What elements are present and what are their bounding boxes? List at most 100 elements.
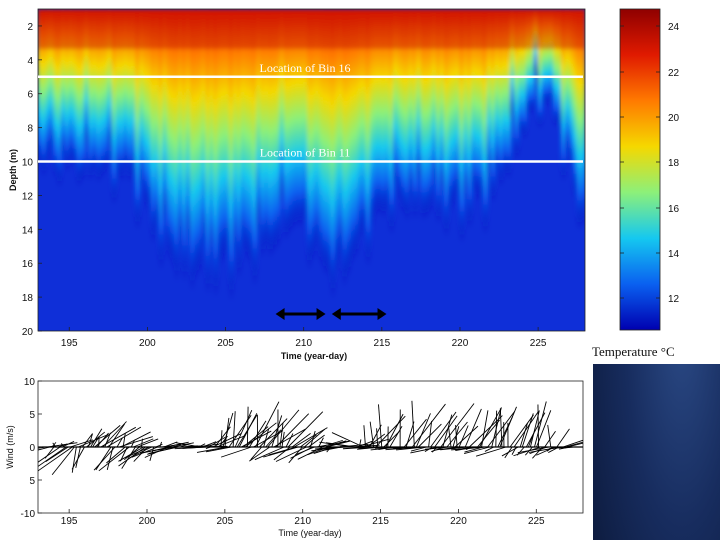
heatmap-column [490,9,496,204]
heatmap-column [60,9,66,159]
wind-vector [232,411,236,448]
heatmap-column [111,9,117,206]
wind-vector [38,446,61,463]
wind-vector [475,446,507,457]
wind-vector [249,446,271,462]
wind-vector [295,446,315,456]
heatmap-column [353,9,359,259]
wind-vector [513,410,539,448]
wind-vector [250,446,262,461]
heatmap-column [197,9,203,275]
wind-vector [220,430,223,448]
wind-x-axis-label: Time (year-day) [278,528,341,538]
colorbar-tick-label: 18 [668,158,680,169]
heatmap-column [49,9,55,149]
wind-vector [254,446,285,461]
heatmap-column [127,9,133,184]
heatmap-column [365,9,371,268]
heatmap-column [502,9,508,175]
heatmap-column [224,9,231,258]
heatmap-column [240,9,246,252]
heatmap-column [107,9,113,151]
wind-vector [363,425,366,448]
wind-vector [78,434,109,448]
wind-vector [519,423,528,448]
heatmap-column [252,9,258,287]
wind-vector [375,446,409,450]
heatmap-column [154,9,160,231]
heatmap-column [283,9,289,242]
heatmap-column [189,9,195,292]
wind-vector [361,438,390,448]
heatmap-column [420,9,426,222]
heatmap-column [256,9,262,232]
heatmap-column [123,9,129,171]
colorbar-tick-label: 12 [668,294,680,305]
wind-vector [246,406,249,448]
heatmap-y-tick-label: 14 [22,225,34,236]
wind-vector [174,446,207,450]
heatmap-column [568,9,574,170]
heatmap-column [498,9,504,188]
heatmap-column [181,9,188,283]
heatmap-y-tick-label: 4 [27,56,33,67]
heatmap-column [213,9,219,298]
heatmap-column [424,9,430,221]
heatmap-column [412,9,418,221]
wind-vector [90,428,103,448]
wind-vector [537,404,540,448]
heatmap-column [267,9,274,260]
heatmap-column [92,9,98,173]
heatmap-column [279,9,285,205]
wind-vector [121,446,136,469]
heatmap-column [68,9,74,161]
heatmap-column [138,9,145,188]
wind-vector [222,412,234,448]
wind-vector [451,446,486,451]
wind-vector [415,413,431,448]
wind-vector [534,401,547,448]
heatmap-column [326,9,332,279]
wind-vector [106,446,126,464]
wind-vector [180,444,188,448]
heatmap-column [451,9,457,207]
heatmap-column [549,9,555,102]
heatmap-column [170,9,176,268]
heatmap-column [471,9,477,194]
wind-vector [275,413,310,448]
heatmap-column [38,9,43,167]
heatmap-frame [37,8,586,332]
heatmap-column [342,9,348,288]
surface-band [38,9,585,49]
heatmap-column [76,9,82,188]
colorbar-tick-label: 24 [668,22,680,33]
wind-vector [562,439,583,448]
wind-y-tick-label: 5 [29,476,35,487]
colorbar-tick-label: 20 [668,113,680,124]
wind-vector [281,431,285,448]
wind-vector [61,441,75,448]
heatmap-column [119,9,125,183]
heatmap-y-tick-label: 18 [22,293,34,304]
wind-vector [464,446,490,455]
wind-vector [130,439,136,448]
wind-vector [263,428,270,448]
wind-vector [234,410,253,448]
heatmap-column [537,9,543,130]
heatmap-column [373,9,379,217]
wind-vector [255,401,280,448]
heatmap-column [131,9,137,176]
wind-vector [108,423,125,448]
heatmap-column [248,9,254,267]
heatmap-column [463,9,469,201]
wind-vector [458,425,469,448]
wind-x-tick-label: 210 [294,516,311,527]
wind-vector [440,446,468,451]
heatmap-column [322,9,328,277]
wind-vector [70,439,93,448]
heatmap-y-tick-label: 20 [22,327,34,338]
wind-x-tick-label: 205 [217,516,234,527]
heatmap-column [80,9,86,183]
wind-vector [189,446,191,448]
heatmap-column [142,9,148,207]
